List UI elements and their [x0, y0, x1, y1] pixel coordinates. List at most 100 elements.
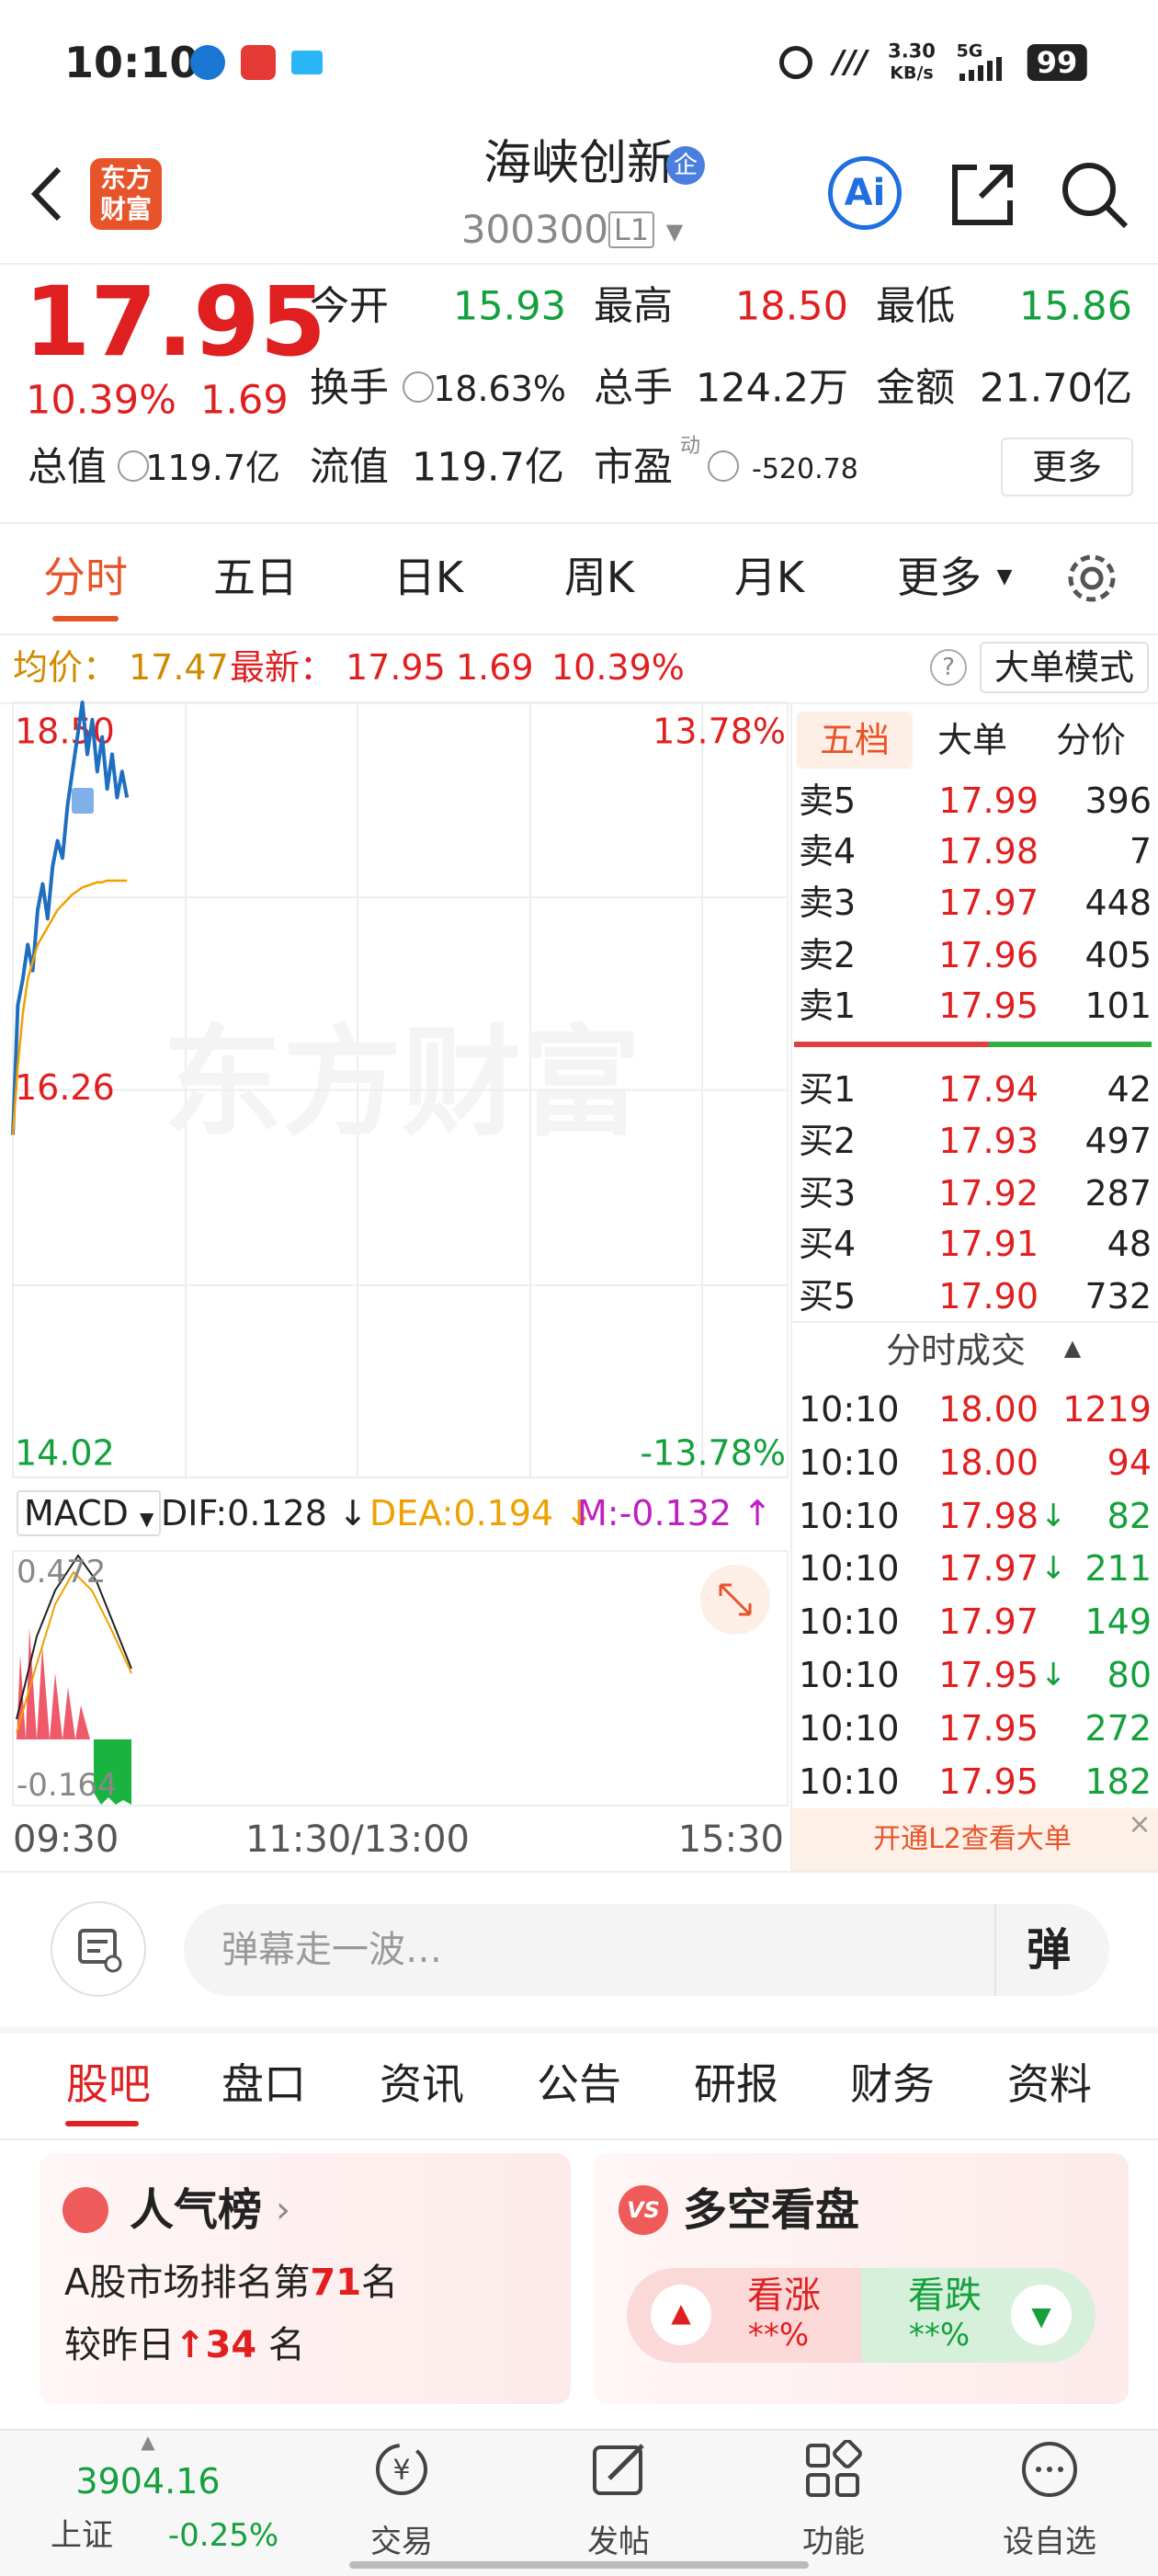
section-gap [0, 2026, 1158, 2034]
share-button[interactable] [949, 162, 1016, 228]
section-tab[interactable]: 财务 [850, 2059, 935, 2109]
info-icon[interactable] [403, 371, 434, 403]
chart-tab[interactable]: 分时 [43, 553, 128, 602]
chart-tab[interactable]: 月K [733, 553, 805, 602]
section-tab[interactable]: 资讯 [380, 2059, 464, 2109]
net-speed: 3.30 [888, 40, 936, 63]
watermark: 东方财富 [163, 1013, 641, 1153]
trade-time: 10:10 [799, 1389, 900, 1430]
book-volume: 42 [1107, 1069, 1152, 1110]
rank: 71 [310, 2262, 362, 2304]
nav-item[interactable]: 设自选 [1003, 2524, 1096, 2560]
close-button[interactable]: × [1128, 1808, 1152, 1841]
book-price: 17.91 [938, 1224, 1039, 1264]
trade-time: 10:10 [799, 1442, 900, 1483]
book-label: 买1 [799, 1069, 857, 1110]
chart-tab[interactable]: 周K [563, 553, 635, 602]
divider [0, 1871, 1158, 1873]
bid-bar [989, 1042, 1152, 1047]
section-tab[interactable]: 研报 [694, 2059, 778, 2109]
field-value: -520.78 [752, 453, 858, 485]
search-button[interactable] [1060, 160, 1130, 230]
rank-line: A股市场排名第71名 [64, 2264, 398, 2301]
info-icon[interactable] [708, 450, 739, 482]
chart-tab[interactable]: 五日 [213, 553, 298, 602]
divider [0, 633, 1158, 635]
danmu-icon [78, 1929, 122, 1973]
macd-selector[interactable]: MACD ▼ [17, 1490, 162, 1536]
book-price: 17.90 [938, 1276, 1039, 1316]
book-tab[interactable]: 大单 [937, 720, 1008, 760]
trade-time: 10:10 [799, 1495, 900, 1536]
section-tab[interactable]: 盘口 [221, 2059, 306, 2109]
chevron: › [276, 2189, 290, 2231]
dif-line [16, 1554, 132, 1720]
book-volume: 448 [1084, 883, 1152, 923]
nav-item[interactable]: 功能 [802, 2524, 865, 2560]
book-tab[interactable]: 五档 [797, 712, 913, 769]
l2-banner[interactable] [792, 1808, 1158, 1871]
macd-frame [12, 1550, 789, 1807]
y-tick-label: 14.02 [15, 1433, 115, 1474]
dropdown-arrow[interactable]: ▼ [996, 565, 1013, 588]
book-volume: 7 [1129, 831, 1152, 872]
field-label: 换手 [310, 365, 389, 412]
dropdown-arrow[interactable]: ▼ [665, 219, 684, 245]
watchlist-icon[interactable] [1020, 2440, 1079, 2499]
alarm-icon [779, 46, 812, 79]
x-tick-label: 09:30 [13, 1818, 119, 1861]
danmu-settings[interactable] [51, 1901, 146, 1997]
trade-arrow: ↓ [1040, 1497, 1067, 1534]
trades-title[interactable]: 分时成交 [885, 1330, 1027, 1371]
chart-tab[interactable]: 日K [392, 553, 464, 602]
post-icon[interactable] [589, 2440, 648, 2499]
trade-price: 17.95 [938, 1761, 1039, 1802]
level-tag[interactable]: L1 [607, 211, 655, 248]
trade-volume: 1219 [1062, 1389, 1152, 1430]
divider [994, 1904, 996, 1996]
function-icon[interactable] [804, 2440, 863, 2499]
section-tab[interactable]: 股吧 [66, 2059, 151, 2109]
intraday-chart: 东方财富 14.02 16.26 18.50 -13.78% 13.78% 09:30 11… [11, 701, 789, 1861]
field-value: 15.86 [1018, 283, 1132, 330]
avg-price: 17.47 [129, 647, 229, 688]
settings-button[interactable] [1063, 550, 1120, 607]
popularity-card[interactable] [40, 2153, 571, 2404]
ai-button[interactable]: Ai [828, 156, 902, 230]
trade-icon[interactable]: ¥ [372, 2440, 431, 2499]
x-tick-label: 15:30 [678, 1818, 784, 1861]
back-button[interactable] [28, 165, 64, 222]
comment-input[interactable] [184, 1904, 1109, 1996]
book-price: 17.93 [938, 1121, 1039, 1161]
signal-marker [72, 788, 94, 814]
field-value: 18.63% [433, 369, 566, 409]
help-icon[interactable]: ? [930, 649, 967, 686]
chart-tab[interactable]: 更多 [897, 553, 982, 602]
more-button[interactable]: 更多 [1001, 438, 1133, 496]
book-price: 17.99 [938, 781, 1039, 821]
info-icon[interactable] [118, 450, 149, 482]
book-label: 买3 [799, 1173, 857, 1214]
index-value[interactable]: 3904.16 [75, 2461, 221, 2502]
trade-time: 10:10 [799, 1761, 900, 1802]
section-tab[interactable]: 公告 [537, 2059, 621, 2109]
text: 较昨日 [64, 2324, 175, 2366]
delta: 34 [205, 2324, 257, 2366]
up-circle [651, 2285, 711, 2345]
section-tab[interactable]: 资料 [1007, 2059, 1092, 2109]
arrow: ↑ [175, 2324, 206, 2366]
trade-time: 10:10 [799, 1548, 900, 1590]
expand-arrow[interactable]: ▲ [141, 2431, 155, 2453]
mode-button[interactable]: 大单模式 [980, 642, 1149, 693]
nav-item[interactable]: 发帖 [587, 2524, 650, 2560]
book-tab[interactable]: 分价 [1055, 720, 1127, 760]
app-logo[interactable]: 东方财富 [90, 158, 162, 230]
y2-tick-label: -13.78% [640, 1433, 786, 1474]
field-value: 18.50 [734, 283, 848, 330]
nav-item[interactable]: 交易 [370, 2524, 433, 2560]
danmu-button[interactable]: 弹 [1026, 1924, 1072, 1976]
trade-volume: 272 [1084, 1707, 1152, 1749]
trade-volume: 82 [1107, 1495, 1152, 1536]
l2-banner-text[interactable]: 开通L2查看大单 [873, 1823, 1072, 1855]
expand-icon [719, 1583, 752, 1616]
